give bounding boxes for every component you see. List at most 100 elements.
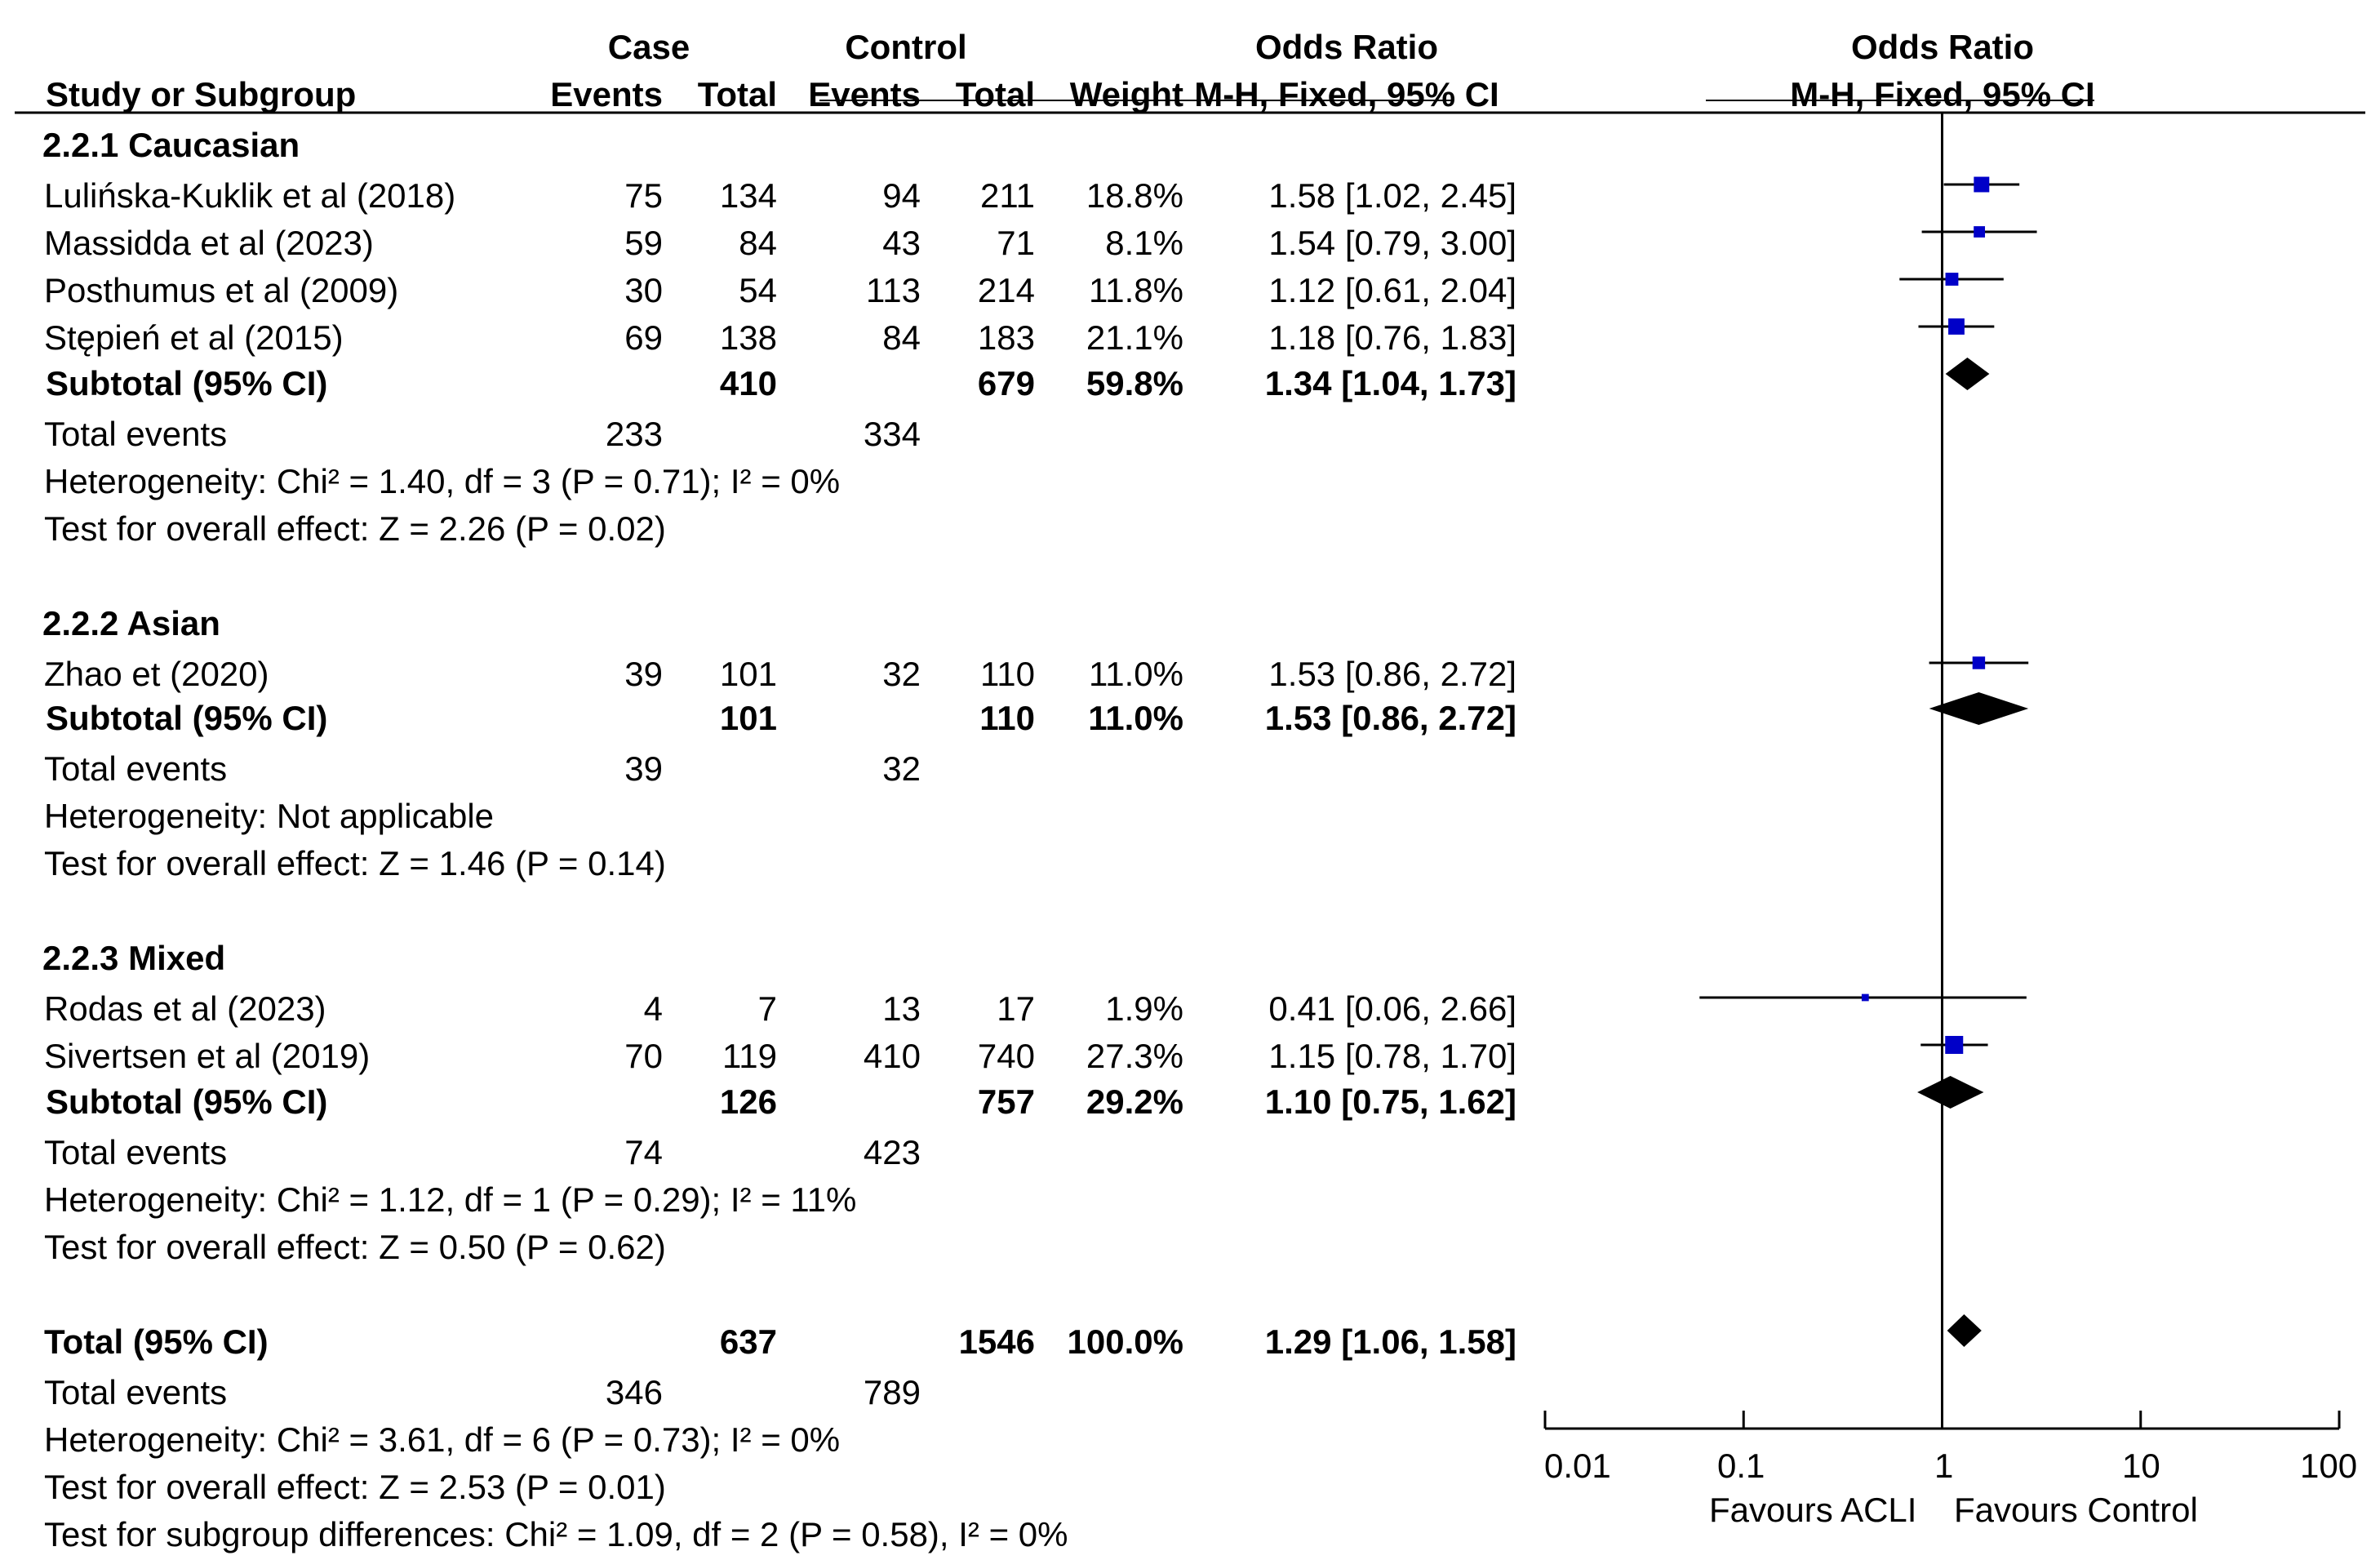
favours-right-label: Favours Control [1954, 1491, 2198, 1529]
heterogeneity-text: Heterogeneity: Chi² = 1.12, df = 1 (P = … [44, 1180, 857, 1219]
plot-method-header: M-H, Fixed, 95% CI [1790, 75, 2095, 113]
total-events-label: Total events [44, 415, 228, 453]
weight-value: 27.3% [1086, 1037, 1183, 1075]
weight-value: 1.9% [1105, 989, 1183, 1028]
subtotal-case-total: 101 [719, 699, 777, 737]
control-total-value: 214 [977, 271, 1035, 309]
case-total-value: 119 [722, 1037, 777, 1075]
subtotal-or-ci: 1.53 [0.86, 2.72] [1264, 699, 1516, 737]
total-events-label: Total events [44, 1133, 228, 1171]
study-label: Rodas et al (2023) [44, 989, 326, 1028]
or-ci-value: 1.15 [0.78, 1.70] [1268, 1037, 1516, 1075]
subtotal-weight: 59.8% [1086, 364, 1183, 402]
study-estimate-marker [1948, 318, 1965, 335]
or-column-header: Odds Ratio [1254, 28, 1438, 66]
subtotal-control-total: 757 [977, 1082, 1035, 1121]
total-events-label: Total events [44, 1373, 228, 1411]
case-events-value: 59 [624, 224, 663, 262]
x-tick-label: 10 [2122, 1447, 2160, 1485]
control-total-value: 740 [977, 1037, 1035, 1075]
overall-diamond [1947, 1314, 1982, 1347]
case-events-value: 30 [624, 271, 663, 309]
x-tick-label: 0.1 [1717, 1447, 1765, 1485]
or-ci-value: 1.54 [0.79, 3.00] [1268, 224, 1516, 262]
case-events-value: 69 [624, 318, 663, 357]
or-ci-value: 1.18 [0.76, 1.83] [1268, 318, 1516, 357]
subtotal-or-ci: 1.34 [1.04, 1.73] [1264, 364, 1516, 402]
subgroup-difference-text: Test for subgroup differences: Chi² = 1.… [44, 1515, 1068, 1553]
study-label: Posthumus et al (2009) [44, 271, 399, 309]
weight-value: 11.8% [1089, 271, 1183, 309]
case-total-header: Total [697, 75, 777, 113]
case-group-header: Case [607, 28, 690, 66]
control-events-value: 113 [866, 271, 921, 309]
subgroup-heading: 2.2.2 Asian [42, 604, 220, 642]
subtotal-diamond [1945, 358, 1990, 390]
case-total-value: 7 [757, 989, 777, 1028]
study-estimate-marker [1945, 1036, 1964, 1054]
subtotal-diamond [1917, 1076, 1984, 1109]
total-events-case: 233 [605, 415, 663, 453]
total-events-case: 39 [624, 749, 663, 788]
subtotal-weight: 29.2% [1086, 1082, 1183, 1121]
or-ci-value: 0.41 [0.06, 2.66] [1268, 989, 1516, 1028]
overall-or-ci: 1.29 [1.06, 1.58] [1264, 1322, 1516, 1361]
overall-effect-text: Test for overall effect: Z = 1.46 (P = 0… [44, 844, 666, 882]
overall-effect-text: Test for overall effect: Z = 2.53 (P = 0… [44, 1468, 666, 1506]
x-tick-label: 1 [1934, 1447, 1954, 1485]
control-events-value: 43 [882, 224, 921, 262]
total-events-case: 346 [605, 1373, 663, 1411]
subtotal-label: Subtotal (95% CI) [46, 364, 328, 402]
study-label: Massidda et al (2023) [44, 224, 374, 262]
heterogeneity-text: Heterogeneity: Chi² = 1.40, df = 3 (P = … [44, 462, 841, 500]
overall-case-total: 637 [719, 1322, 777, 1361]
study-label: Zhao et (2020) [44, 655, 269, 693]
total-events-control: 423 [863, 1133, 921, 1171]
overall-effect-text: Test for overall effect: Z = 2.26 (P = 0… [44, 509, 666, 548]
or-ci-value: 1.12 [0.61, 2.04] [1268, 271, 1516, 309]
or-ci-value: 1.58 [1.02, 2.45] [1268, 176, 1516, 215]
overall-weight: 100.0% [1067, 1322, 1183, 1361]
study-label: Stępień et al (2015) [44, 318, 344, 357]
case-total-value: 101 [719, 655, 777, 693]
weight-value: 11.0% [1089, 655, 1183, 693]
heterogeneity-text: Heterogeneity: Chi² = 3.61, df = 6 (P = … [44, 1420, 841, 1459]
study-estimate-marker [1974, 176, 1990, 193]
study-estimate-marker [1861, 993, 1869, 1002]
weight-value: 8.1% [1105, 224, 1183, 262]
subtotal-label: Subtotal (95% CI) [46, 699, 328, 737]
control-total-value: 17 [997, 989, 1035, 1028]
case-total-value: 54 [739, 271, 777, 309]
study-label: Lulińska-Kuklik et al (2018) [44, 176, 456, 215]
plot-title: Odds Ratio [1850, 28, 2034, 66]
case-events-value: 4 [643, 989, 663, 1028]
control-events-value: 410 [863, 1037, 921, 1075]
heterogeneity-text: Heterogeneity: Not applicable [44, 797, 495, 835]
control-events-header: Events [808, 75, 921, 113]
control-events-value: 13 [882, 989, 921, 1028]
favours-left-label: Favours ACLI [1709, 1491, 1917, 1529]
case-total-value: 134 [719, 176, 777, 215]
subtotal-case-total: 126 [719, 1082, 777, 1121]
x-tick-label: 0.01 [1544, 1447, 1611, 1485]
subtotal-or-ci: 1.10 [0.75, 1.62] [1264, 1082, 1516, 1121]
total-events-case: 74 [624, 1133, 663, 1171]
case-events-value: 70 [624, 1037, 663, 1075]
subtotal-case-total: 410 [719, 364, 777, 402]
control-total-value: 110 [980, 655, 1035, 693]
total-events-control: 789 [863, 1373, 921, 1411]
control-total-value: 211 [980, 176, 1035, 215]
study-estimate-marker [1945, 273, 1959, 286]
study-estimate-marker [1974, 226, 1986, 238]
weight-value: 21.1% [1086, 318, 1183, 357]
subtotal-diamond [1929, 692, 2029, 725]
overall-control-total: 1546 [958, 1322, 1035, 1361]
control-total-value: 183 [977, 318, 1035, 357]
weight-header: Weight [1069, 75, 1183, 113]
control-events-value: 94 [882, 176, 921, 215]
subgroup-heading: 2.2.1 Caucasian [42, 126, 300, 164]
overall-total-label: Total (95% CI) [44, 1322, 269, 1361]
case-events-value: 39 [624, 655, 663, 693]
